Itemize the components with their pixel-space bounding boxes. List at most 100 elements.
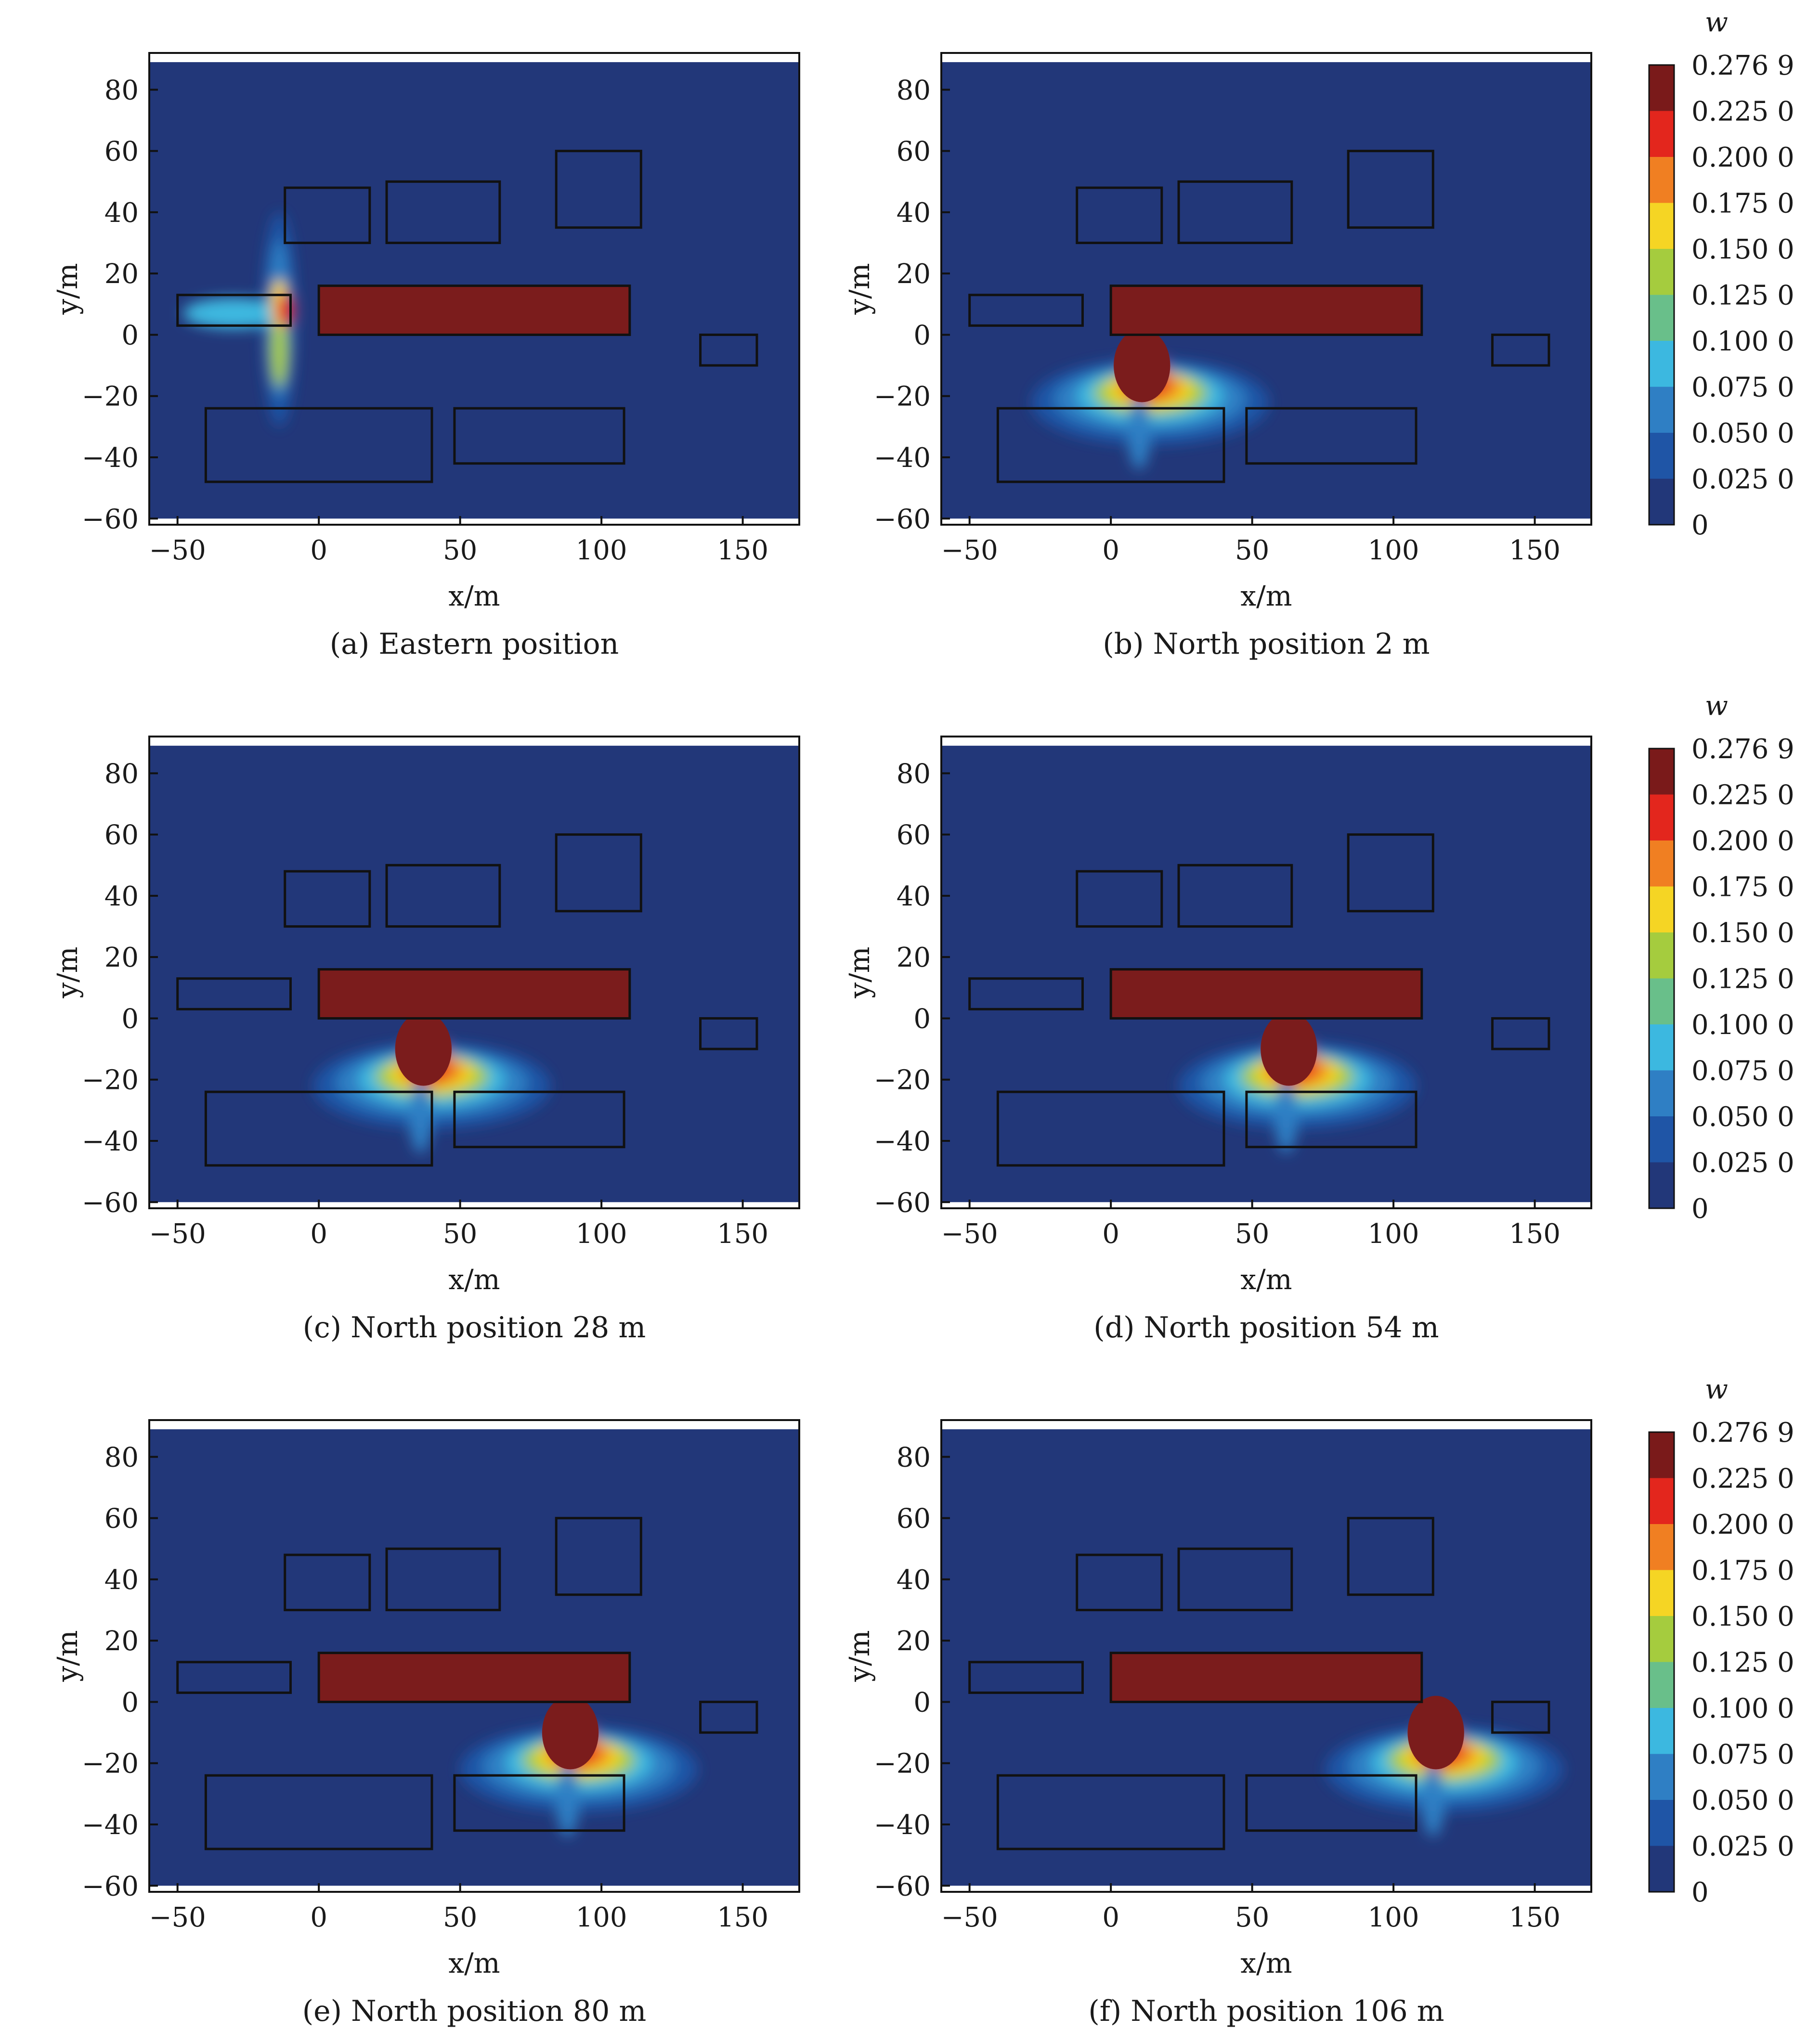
y-axis-label: y/m (843, 263, 876, 315)
y-tick-label: 20 (104, 942, 139, 973)
x-tick-label: −50 (149, 535, 206, 566)
colorbar-swatch (1649, 387, 1674, 433)
y-tick-label: 60 (897, 136, 931, 168)
y-tick-label: −40 (874, 1126, 931, 1157)
x-tick-label: 0 (1102, 1218, 1119, 1250)
y-tick-label: −40 (82, 1810, 139, 1841)
x-tick-label: 50 (443, 1218, 477, 1250)
colorbar-swatch (1649, 749, 1674, 795)
source-core (1114, 328, 1170, 402)
main-building (1109, 968, 1423, 1020)
y-tick-label: −60 (874, 1871, 931, 1902)
building (996, 407, 1225, 483)
x-tick-label: 100 (576, 1902, 627, 1933)
colorbar-frame (1648, 1431, 1675, 1893)
x-tick-label: 150 (717, 1902, 768, 1933)
building (204, 1090, 433, 1167)
y-tick-label: 20 (104, 259, 139, 290)
plume-contour (1421, 1763, 1444, 1837)
x-tick-label: 50 (443, 1902, 477, 1933)
y-tick-label: −40 (82, 442, 139, 474)
building (968, 294, 1084, 327)
x-tick-label: −50 (149, 1902, 206, 1933)
colorbar-title: w (1705, 7, 1728, 38)
panel-caption: (e) North position 80 m (302, 1994, 647, 2028)
x-tick-label: 150 (1509, 1902, 1560, 1933)
colorbar-swatch (1649, 1800, 1674, 1847)
y-axis-label: y/m (843, 1630, 876, 1682)
building (555, 833, 642, 913)
x-tick-label: 150 (1509, 535, 1560, 566)
building (555, 150, 642, 229)
building (1491, 1017, 1550, 1050)
panel-caption: (a) Eastern position (330, 627, 619, 661)
x-tick-label: 0 (310, 1902, 327, 1933)
colorbar-swatch (1649, 1708, 1674, 1755)
y-tick-label: 80 (897, 75, 931, 106)
colorbar-title: w (1705, 690, 1728, 722)
colorbar-swatch (1649, 65, 1674, 112)
colorbar-tick-label: 0.075 0 (1691, 372, 1794, 403)
building (555, 1517, 642, 1596)
x-axis-label: x/m (1240, 580, 1292, 612)
buildings (968, 833, 1550, 1167)
colorbar-swatch (1649, 157, 1674, 204)
building (1491, 1700, 1550, 1734)
y-tick-label: 80 (104, 1442, 139, 1473)
main-building (1109, 284, 1423, 336)
colorbar-tick-label: 0.225 0 (1691, 1463, 1794, 1495)
panel-f: −50 0 50 100 150 80 60 40 20 0 −20 −40 −60 x/m y/m (f) … (843, 1419, 1592, 2028)
building (284, 186, 371, 245)
colorbar-tick-label: 0.125 0 (1691, 1647, 1794, 1679)
x-axis-label: x/m (448, 1947, 500, 1979)
building (385, 1547, 501, 1612)
y-tick-label: −60 (82, 504, 139, 535)
y-axis-label: y/m (51, 1630, 84, 1682)
building (1347, 150, 1434, 229)
colorbar-tick-label: 0.100 0 (1691, 1009, 1794, 1041)
axes-frame (148, 52, 800, 526)
plume (183, 212, 297, 427)
panel-c: −50 0 50 100 150 80 60 40 20 0 −20 −40 −60 x/m y/m (c) … (51, 736, 800, 1345)
building (284, 870, 371, 928)
y-tick-label: −40 (82, 1126, 139, 1157)
y-tick-label: 60 (897, 820, 931, 851)
building (176, 1661, 292, 1694)
y-tick-label: −20 (874, 1748, 931, 1780)
y-tick-label: 40 (104, 197, 139, 229)
building (699, 333, 758, 367)
buildings (176, 150, 758, 483)
panel-b: −50 0 50 100 150 80 60 40 20 0 −20 −40 −60 x/m y/m (b) … (843, 52, 1592, 661)
building (204, 407, 433, 483)
axes-frame (940, 1419, 1592, 1893)
y-tick-label: −20 (82, 1748, 139, 1780)
colorbar-swatch (1649, 1024, 1674, 1071)
y-tick-label: 60 (104, 820, 139, 851)
building (1347, 833, 1434, 913)
building (204, 1774, 433, 1850)
building (699, 1700, 758, 1734)
colorbar-swatch (1649, 111, 1674, 157)
main-building (1109, 1652, 1423, 1703)
y-axis-label: y/m (843, 946, 876, 998)
colorbar-tick-label: 0.200 0 (1691, 1509, 1794, 1540)
colorbar-tick-label: 0.225 0 (1691, 780, 1794, 811)
colorbar: w 0.276 9 0.225 0 0.200 0 0.175 0 0.150 0 0.12… (1648, 7, 1794, 541)
building (1245, 1774, 1417, 1832)
building (1076, 186, 1163, 245)
buildings (176, 1517, 758, 1850)
y-tick-label: 20 (897, 259, 931, 290)
colorbar-swatch (1649, 1162, 1674, 1209)
x-tick-label: −50 (941, 535, 998, 566)
colorbar-swatch (1649, 433, 1674, 479)
y-tick-label: 80 (104, 75, 139, 106)
colorbar-swatch (1649, 341, 1674, 388)
building (996, 1774, 1225, 1850)
building (1245, 407, 1417, 465)
colorbar-tick-label: 0.050 0 (1691, 1101, 1794, 1133)
x-tick-label: 50 (1235, 1218, 1269, 1250)
buildings (176, 833, 758, 1167)
colorbar-swatch (1649, 978, 1674, 1025)
building (453, 407, 625, 465)
colorbar-tick-label: 0.100 0 (1691, 326, 1794, 357)
